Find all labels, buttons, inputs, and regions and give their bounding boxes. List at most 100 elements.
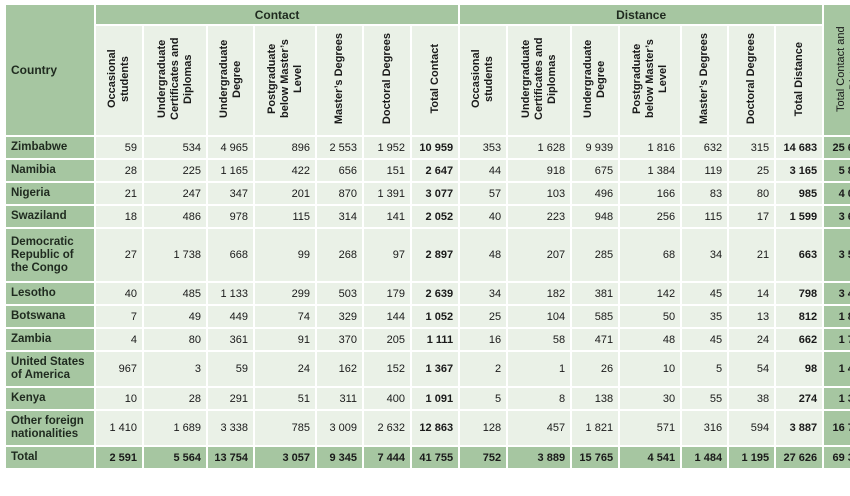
contact-value-cell: 91 (255, 329, 315, 350)
contact-value-cell: 80 (144, 329, 206, 350)
total-contact-cell: 2 639 (412, 283, 459, 304)
distance-value-cell: 2 (460, 352, 507, 386)
contact-value-cell: 201 (255, 183, 315, 204)
total-contact-cell: 41 755 (412, 447, 459, 468)
total-contact-value-cell: 5 564 (144, 447, 206, 468)
distance-value-cell: 45 (682, 329, 728, 350)
contact-value-cell: 291 (208, 388, 253, 409)
total-contact-cell: 3 077 (412, 183, 459, 204)
distance-value-cell: 8 (508, 388, 571, 409)
contact-col-header: Total Contact (412, 26, 459, 135)
contact-col-header: Undergraduate Degree (208, 26, 253, 135)
table-row: Nigeria 21 247 347 201 870 1 391 3 077 57 103 496 1… (6, 183, 850, 204)
distance-value-cell: 316 (682, 411, 728, 445)
grand-total-cell: 25 642 (824, 137, 850, 158)
contact-value-cell: 21 (96, 183, 142, 204)
country-cell: Kenya (6, 388, 94, 409)
distance-value-cell: 54 (729, 352, 775, 386)
distance-value-cell: 585 (572, 306, 619, 327)
contact-value-cell: 1 391 (364, 183, 410, 204)
contact-value-cell: 268 (317, 229, 362, 281)
country-cell: Other foreign nationalities (6, 411, 94, 445)
total-contact-value-cell: 3 057 (255, 447, 315, 468)
contact-value-cell: 247 (144, 183, 206, 204)
contact-value-cell: 311 (317, 388, 362, 409)
distance-value-cell: 45 (682, 283, 728, 304)
contact-value-cell: 10 (96, 388, 142, 409)
total-distance-cell: 812 (776, 306, 823, 327)
total-contact-cell: 1 091 (412, 388, 459, 409)
contact-value-cell: 870 (317, 183, 362, 204)
grand-total-cell: 3 651 (824, 206, 850, 227)
contact-value-cell: 422 (255, 160, 315, 181)
enrolment-table: Country Contact Distance Total Contact a… (4, 3, 850, 470)
total-contact-value-cell: 9 345 (317, 447, 362, 468)
distance-value-cell: 25 (460, 306, 507, 327)
distance-value-cell: 457 (508, 411, 571, 445)
distance-value-cell: 115 (682, 206, 728, 227)
distance-value-cell: 285 (572, 229, 619, 281)
contact-value-cell: 74 (255, 306, 315, 327)
distance-value-cell: 68 (620, 229, 681, 281)
contact-value-cell: 7 (96, 306, 142, 327)
table-row: United States of America 967 3 59 24 162 152 1 … (6, 352, 850, 386)
grand-total-cell: 1 864 (824, 306, 850, 327)
total-contact-value-cell: 2 591 (96, 447, 142, 468)
total-distance-cell: 3 887 (776, 411, 823, 445)
contact-value-cell: 896 (255, 137, 315, 158)
distance-value-cell: 104 (508, 306, 571, 327)
grand-total-cell: 1 365 (824, 388, 850, 409)
total-distance-cell: 1 599 (776, 206, 823, 227)
table-row: Other foreign nationalities 1 410 1 689 3 3… (6, 411, 850, 445)
distance-value-cell: 315 (729, 137, 775, 158)
distance-value-cell: 25 (729, 160, 775, 181)
contact-value-cell: 1 689 (144, 411, 206, 445)
total-distance-cell: 663 (776, 229, 823, 281)
country-header: Country (6, 5, 94, 135)
table-row: Namibia 28 225 1 165 422 656 151 2 647 44 918 675 1… (6, 160, 850, 181)
contact-value-cell: 1 165 (208, 160, 253, 181)
contact-value-cell: 967 (96, 352, 142, 386)
table-row: Swaziland 18 486 978 115 314 141 2 052 40 223 948 2… (6, 206, 850, 227)
contact-value-cell: 179 (364, 283, 410, 304)
contact-value-cell: 28 (96, 160, 142, 181)
distance-value-cell: 26 (572, 352, 619, 386)
total-distance-cell: 274 (776, 388, 823, 409)
country-cell: Nigeria (6, 183, 94, 204)
contact-value-cell: 152 (364, 352, 410, 386)
distance-value-cell: 353 (460, 137, 507, 158)
distance-value-cell: 83 (682, 183, 728, 204)
distance-value-cell: 166 (620, 183, 681, 204)
country-cell: Lesotho (6, 283, 94, 304)
total-distance-value-cell: 3 889 (508, 447, 571, 468)
contact-value-cell: 314 (317, 206, 362, 227)
total-contact-cell: 10 959 (412, 137, 459, 158)
contact-value-cell: 59 (208, 352, 253, 386)
contact-value-cell: 97 (364, 229, 410, 281)
contact-value-cell: 3 338 (208, 411, 253, 445)
distance-col-header: Undergraduate Degree (572, 26, 619, 135)
table-row: Lesotho 40 485 1 133 299 503 179 2 639 34 182 381 1… (6, 283, 850, 304)
total-contact-value-cell: 7 444 (364, 447, 410, 468)
distance-value-cell: 256 (620, 206, 681, 227)
grand-total-cell: 69 381 (824, 447, 850, 468)
contact-col-header: Master’s Degrees (317, 26, 362, 135)
distance-value-cell: 128 (460, 411, 507, 445)
total-contact-cell: 2 647 (412, 160, 459, 181)
distance-col-header: Total Distance (776, 26, 823, 135)
contact-value-cell: 656 (317, 160, 362, 181)
distance-value-cell: 1 384 (620, 160, 681, 181)
distance-value-cell: 10 (620, 352, 681, 386)
total-distance-cell: 985 (776, 183, 823, 204)
distance-value-cell: 55 (682, 388, 728, 409)
subheader-row: Occasional students Undergraduate Certifi… (6, 26, 850, 135)
distance-value-cell: 207 (508, 229, 571, 281)
total-contact-cell: 2 897 (412, 229, 459, 281)
contact-value-cell: 3 009 (317, 411, 362, 445)
distance-value-cell: 48 (460, 229, 507, 281)
contact-value-cell: 99 (255, 229, 315, 281)
distance-col-header: Doctoral Degrees (729, 26, 775, 135)
table-row: Kenya 10 28 291 51 311 400 1 091 5 8 138 30 55 38 274 1… (6, 388, 850, 409)
total-row: Total 2 591 5 564 13 754 3 057 9 345 7 444 41 7… (6, 447, 850, 468)
distance-value-cell: 80 (729, 183, 775, 204)
